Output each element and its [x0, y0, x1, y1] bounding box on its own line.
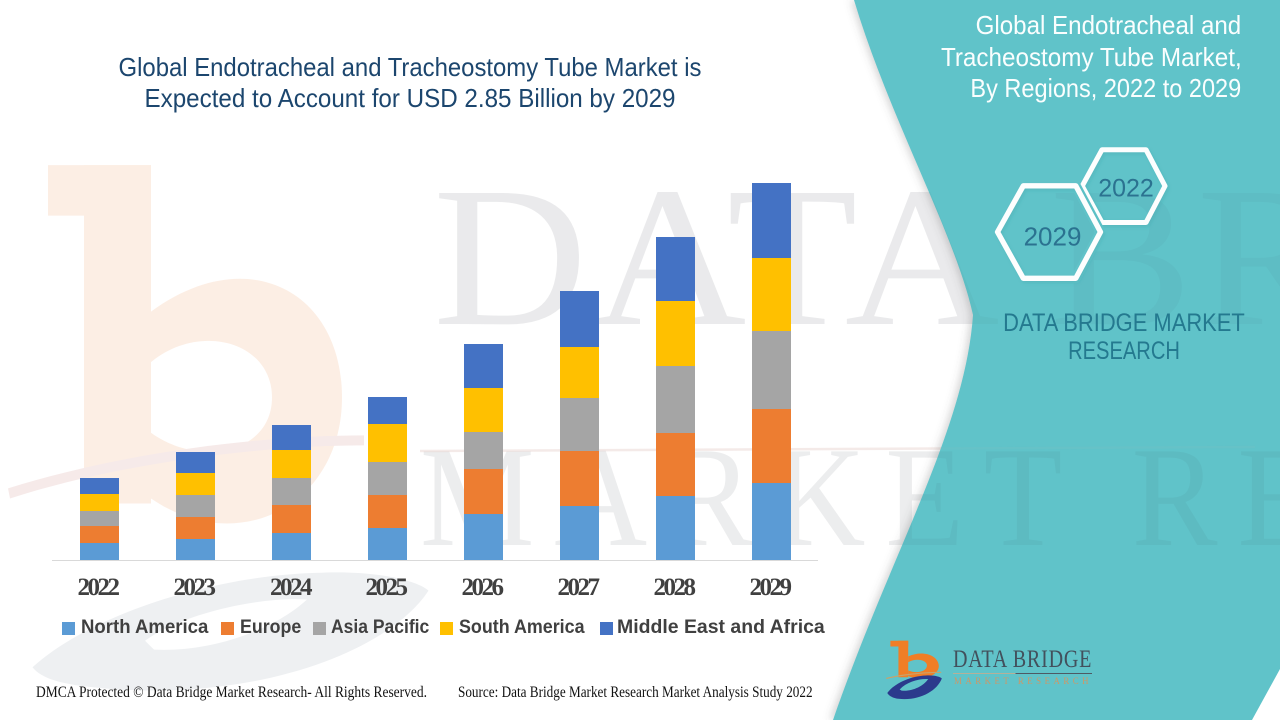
svg-text:2022: 2022 — [1098, 174, 1154, 202]
svg-text:2029: 2029 — [1024, 222, 1082, 252]
